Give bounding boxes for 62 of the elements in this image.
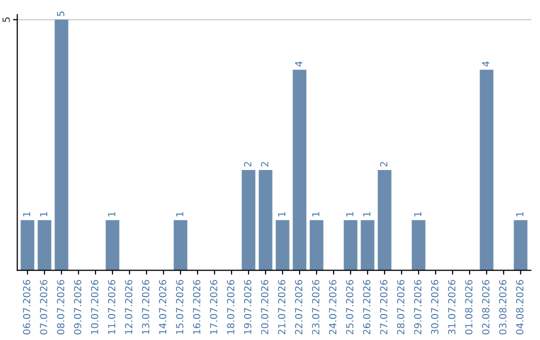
data-label: 1 <box>312 212 320 216</box>
x-tick-label: 26.07.2026 <box>363 280 370 334</box>
bar <box>276 220 290 270</box>
x-tick-label: 23.07.2026 <box>312 280 320 334</box>
bar <box>38 220 52 270</box>
x-tick-label: 13.07.2026 <box>142 280 150 334</box>
bar <box>480 70 494 270</box>
data-label: 4 <box>295 61 302 67</box>
x-tick-label: 14.07.2026 <box>158 280 166 334</box>
x-tick-label: 08.07.2026 <box>56 280 64 334</box>
x-tick-label: 12.07.2026 <box>124 280 132 334</box>
bar <box>174 220 188 270</box>
x-tick-label: 07.07.2026 <box>40 280 48 334</box>
x-tick-label: 16.07.2026 <box>192 280 200 334</box>
data-label: 4 <box>482 61 490 67</box>
data-label: 1 <box>278 212 286 216</box>
x-tick-label: 18.07.2026 <box>227 280 234 334</box>
bar <box>514 220 528 270</box>
bar <box>310 220 324 270</box>
x-tick-label: 02.08.2026 <box>482 280 490 334</box>
x-tick-label: 03.08.2026 <box>499 280 506 334</box>
x-tick-label: 04.08.2026 <box>516 280 524 334</box>
x-tick-label: 22.07.2026 <box>295 280 302 334</box>
bar <box>378 170 392 270</box>
bar <box>292 70 306 270</box>
data-label: 1 <box>414 212 422 216</box>
bar <box>106 220 120 270</box>
x-tick-label: 27.07.2026 <box>380 280 388 334</box>
data-label: 1 <box>516 212 524 216</box>
x-tick-label: 17.07.2026 <box>210 280 218 334</box>
data-label: 1 <box>40 212 48 216</box>
x-tick-label: 25.07.2026 <box>346 280 354 334</box>
data-label: 1 <box>23 212 30 216</box>
data-label: 2 <box>261 162 268 167</box>
x-tick-label: 20.07.2026 <box>261 280 268 334</box>
x-tick-label: 28.07.2026 <box>397 280 404 334</box>
x-tick-label: 10.07.2026 <box>90 280 98 334</box>
data-label: 5 <box>57 12 64 16</box>
data-label: 1 <box>176 212 184 216</box>
x-tick-label: 21.07.2026 <box>278 280 286 334</box>
x-tick-label: 06.07.2026 <box>22 280 30 334</box>
x-tick-label: 30.07.2026 <box>431 280 438 334</box>
data-label: 1 <box>363 212 370 216</box>
x-tick-label: 15.07.2026 <box>176 280 184 334</box>
bar <box>242 170 256 270</box>
data-label: 2 <box>380 162 388 167</box>
bar <box>258 170 272 270</box>
x-tick-label: 19.07.2026 <box>244 280 252 334</box>
data-label: 1 <box>346 212 354 216</box>
x-tick-label: 09.07.2026 <box>74 280 82 334</box>
data-label: 2 <box>244 162 252 167</box>
bar <box>412 220 426 270</box>
x-tick-label: 24.07.2026 <box>329 280 336 334</box>
x-tick-label: 11.07.2026 <box>108 280 116 334</box>
x-tick-label: 01.08.2026 <box>465 280 472 334</box>
bar <box>360 220 374 270</box>
bar <box>344 220 358 270</box>
x-tick-label: 31.07.2026 <box>448 280 456 334</box>
x-tick-label: 29.07.2026 <box>414 280 422 334</box>
bar <box>20 220 34 270</box>
data-label: 1 <box>108 212 116 216</box>
bar <box>54 20 68 270</box>
